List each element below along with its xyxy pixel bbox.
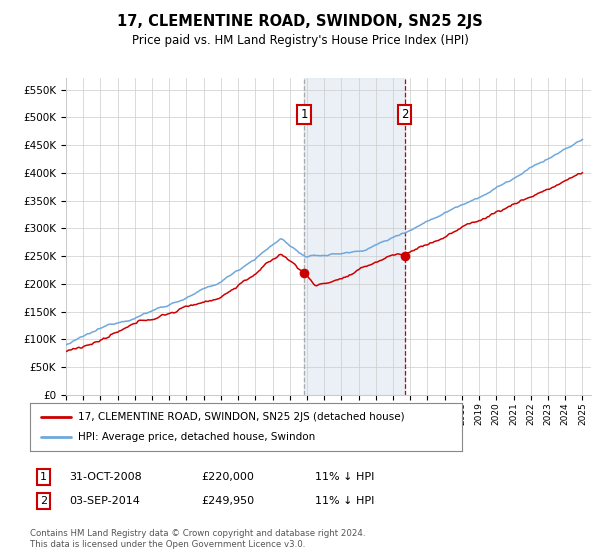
Text: 11% ↓ HPI: 11% ↓ HPI: [315, 472, 374, 482]
Text: 2: 2: [401, 108, 409, 121]
Text: 1: 1: [40, 472, 47, 482]
Text: HPI: Average price, detached house, Swindon: HPI: Average price, detached house, Swin…: [77, 432, 315, 442]
Text: 03-SEP-2014: 03-SEP-2014: [69, 496, 140, 506]
Text: 2: 2: [40, 496, 47, 506]
Text: £249,950: £249,950: [201, 496, 254, 506]
Text: 17, CLEMENTINE ROAD, SWINDON, SN25 2JS: 17, CLEMENTINE ROAD, SWINDON, SN25 2JS: [117, 14, 483, 29]
Bar: [304, 78, 404, 395]
Text: 1: 1: [301, 108, 308, 121]
Text: 11% ↓ HPI: 11% ↓ HPI: [315, 496, 374, 506]
Text: 31-OCT-2008: 31-OCT-2008: [69, 472, 142, 482]
Text: Contains HM Land Registry data © Crown copyright and database right 2024.
This d: Contains HM Land Registry data © Crown c…: [30, 529, 365, 549]
Text: 17, CLEMENTINE ROAD, SWINDON, SN25 2JS (detached house): 17, CLEMENTINE ROAD, SWINDON, SN25 2JS (…: [77, 412, 404, 422]
Text: £220,000: £220,000: [201, 472, 254, 482]
Text: Price paid vs. HM Land Registry's House Price Index (HPI): Price paid vs. HM Land Registry's House …: [131, 34, 469, 46]
